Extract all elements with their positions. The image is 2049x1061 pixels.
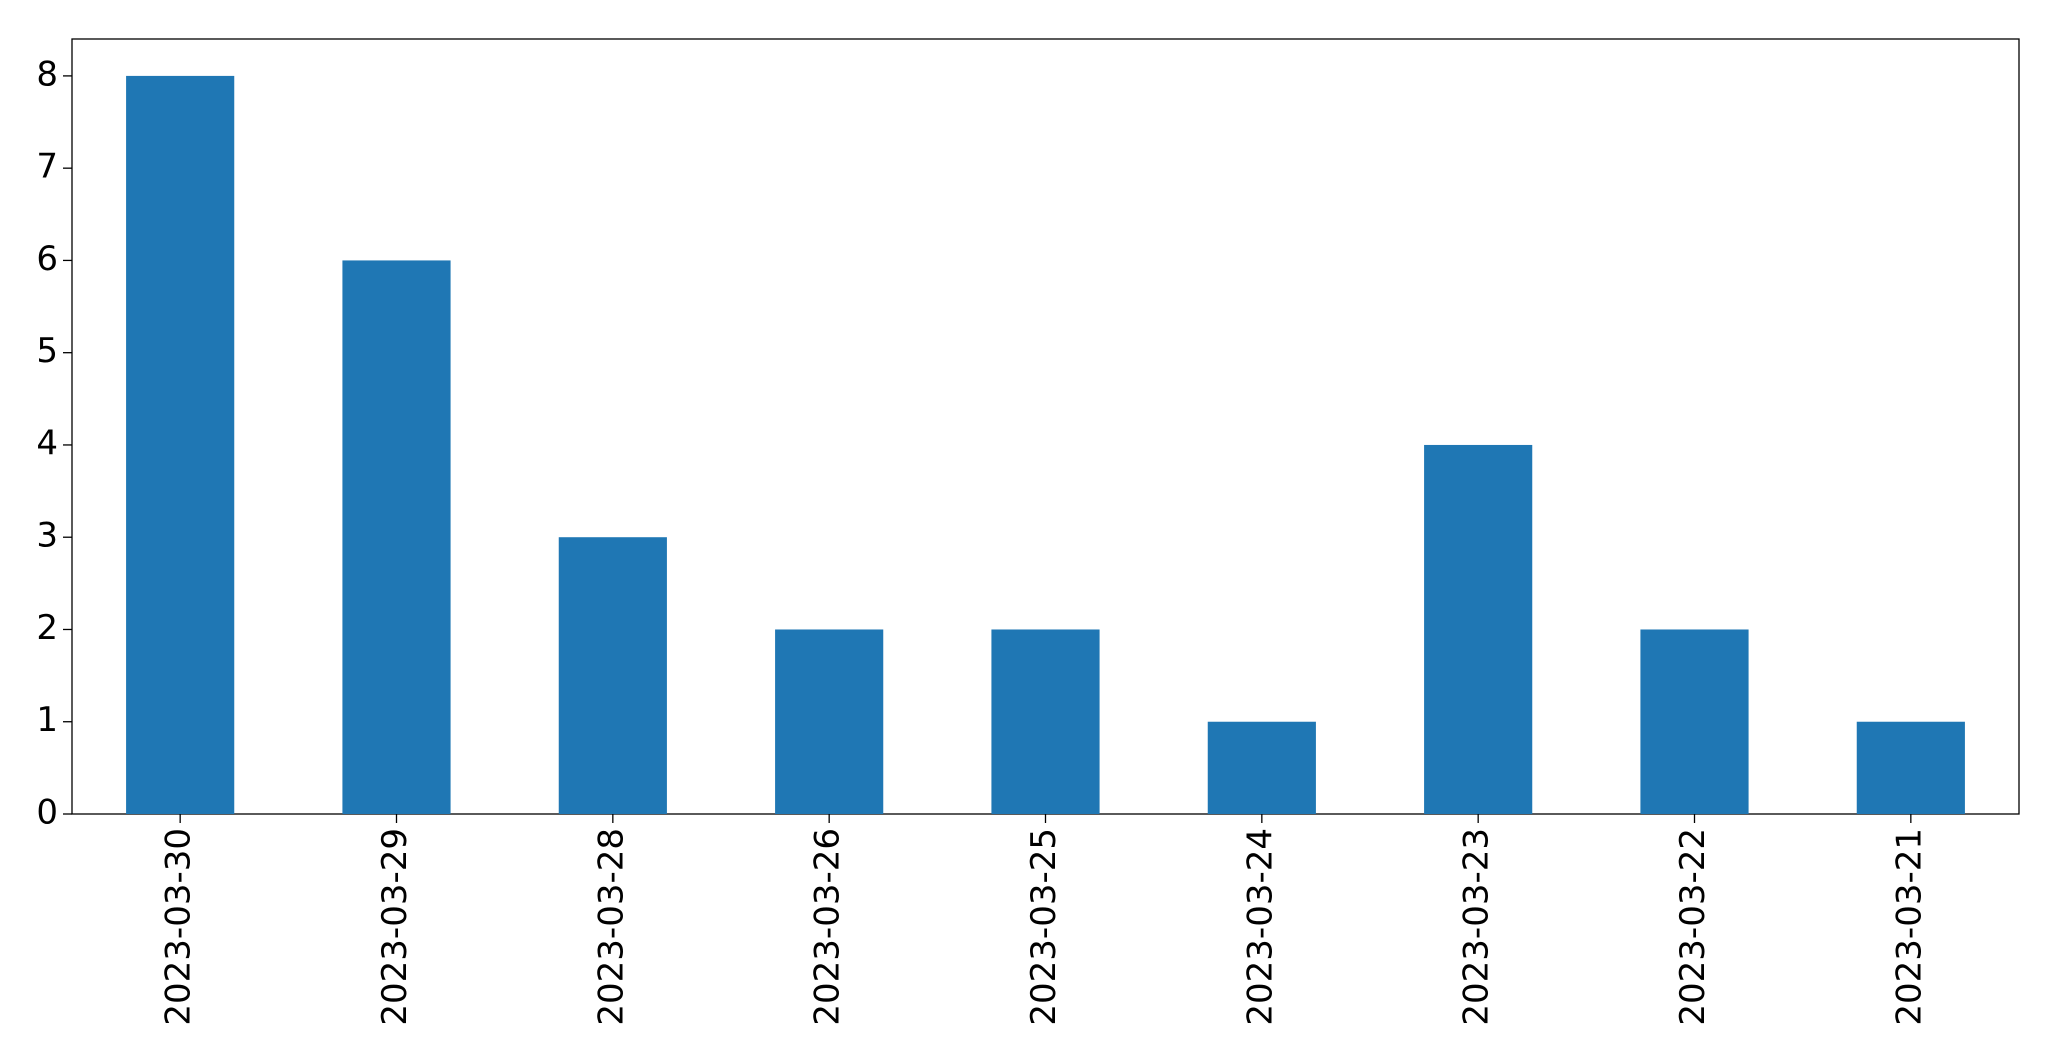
y-tick-label: 2 [36,608,58,648]
x-tick-label: 2023-03-30 [159,828,199,1026]
x-tick-label: 2023-03-24 [1240,828,1280,1026]
x-tick-label: 2023-03-28 [591,828,631,1026]
bar [991,629,1100,814]
y-tick-label: 3 [36,516,58,556]
y-tick-label: 5 [36,331,58,371]
x-tick-label: 2023-03-23 [1457,828,1497,1026]
bar [1856,721,1965,814]
x-tick-label: 2023-03-25 [1024,828,1064,1026]
x-tick-label: 2023-03-29 [375,828,415,1026]
bar [342,260,451,814]
y-tick-label: 6 [36,239,58,279]
y-tick-label: 1 [36,700,58,740]
x-tick-label: 2023-03-22 [1673,828,1713,1026]
y-tick-label: 0 [36,793,58,833]
bar [1640,629,1749,814]
bar [1424,444,1533,814]
y-tick-label: 4 [36,423,58,463]
x-tick-label: 2023-03-21 [1889,828,1929,1026]
bar [1207,721,1316,814]
bar [558,537,667,814]
y-tick-label: 8 [36,54,58,94]
x-tick-label: 2023-03-26 [808,828,848,1026]
bar [775,629,884,814]
y-tick-label: 7 [36,147,58,187]
bar [126,75,235,814]
